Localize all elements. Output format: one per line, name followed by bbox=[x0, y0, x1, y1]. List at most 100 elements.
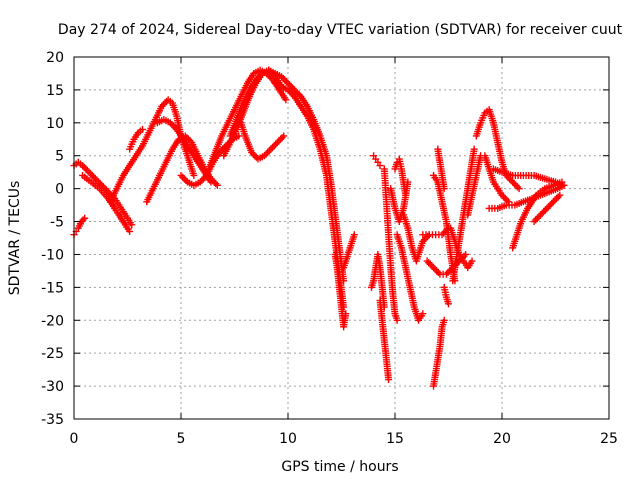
data-point-marker bbox=[540, 208, 548, 216]
data-point-marker bbox=[93, 176, 101, 184]
data-point-marker bbox=[290, 86, 298, 94]
data-point-marker bbox=[280, 132, 288, 140]
data-point-marker bbox=[548, 199, 556, 207]
data-point-marker bbox=[462, 250, 470, 258]
data-point-marker bbox=[282, 96, 290, 104]
data-point-marker bbox=[533, 214, 541, 222]
data-point-marker bbox=[270, 142, 278, 150]
x-tick-label: 25 bbox=[600, 431, 618, 447]
data-point-marker bbox=[376, 162, 384, 170]
data-point-marker bbox=[509, 178, 517, 186]
data-point-marker bbox=[278, 134, 286, 142]
data-points bbox=[70, 66, 568, 390]
x-tick-label: 5 bbox=[177, 431, 186, 447]
chart-title: Day 274 of 2024, Sidereal Day-to-day VTE… bbox=[58, 22, 623, 38]
data-point-marker bbox=[138, 125, 146, 133]
y-tick-label: -30 bbox=[41, 379, 64, 395]
data-point-marker bbox=[292, 88, 300, 96]
data-point-marker bbox=[277, 135, 285, 143]
data-point-marker bbox=[510, 180, 518, 188]
data-point-marker bbox=[272, 140, 280, 148]
data-point-marker bbox=[81, 214, 89, 222]
data-point-marker bbox=[419, 310, 427, 318]
data-point-marker bbox=[470, 145, 478, 153]
data-point-marker bbox=[553, 195, 561, 203]
data-point-marker bbox=[213, 181, 221, 189]
data-point-marker bbox=[505, 175, 513, 183]
data-point-marker bbox=[512, 181, 520, 189]
y-tick-label: 20 bbox=[46, 50, 64, 66]
data-point-marker bbox=[434, 269, 442, 277]
data-point-marker bbox=[543, 204, 551, 212]
data-point-marker bbox=[402, 191, 410, 199]
data-point-marker bbox=[190, 171, 198, 179]
data-point-marker bbox=[126, 227, 134, 235]
data-point-marker bbox=[530, 218, 538, 226]
data-point-marker bbox=[541, 206, 549, 214]
data-point-marker bbox=[80, 163, 88, 171]
data-point-marker bbox=[549, 198, 557, 206]
y-axis-label: SDTVAR / TECUs bbox=[7, 181, 23, 296]
data-point-marker bbox=[207, 178, 215, 186]
data-point-marker bbox=[545, 203, 553, 211]
data-point-marker bbox=[128, 221, 136, 229]
y-tick-label: 15 bbox=[46, 83, 64, 99]
data-point-marker bbox=[88, 171, 96, 179]
plot-frame bbox=[73, 56, 610, 420]
x-axis-label: GPS time / hours bbox=[281, 459, 398, 475]
data-point-marker bbox=[442, 270, 450, 278]
data-point-marker bbox=[268, 144, 276, 151]
x-tick-label: 10 bbox=[279, 431, 297, 447]
data-point-marker bbox=[95, 178, 103, 186]
data-point-marker bbox=[468, 257, 476, 265]
data-point-marker bbox=[532, 216, 540, 224]
data-point-marker bbox=[501, 195, 509, 203]
data-point-marker bbox=[538, 209, 546, 217]
y-tick-label: -20 bbox=[41, 313, 64, 329]
y-tick-label: -35 bbox=[41, 412, 64, 428]
data-point-marker bbox=[433, 267, 441, 275]
data-point-marker bbox=[287, 89, 295, 97]
data-point-marker bbox=[180, 175, 188, 183]
data-point-marker bbox=[556, 191, 564, 199]
data-point-marker bbox=[385, 376, 393, 384]
data-point-marker bbox=[342, 310, 350, 318]
data-point-marker bbox=[87, 170, 95, 178]
data-point-marker bbox=[212, 180, 220, 188]
data-point-marker bbox=[424, 232, 432, 240]
x-axis-ticks: 0 5 10 15 20 25 bbox=[70, 57, 618, 447]
data-point-marker bbox=[350, 231, 358, 239]
data-point-marker bbox=[551, 196, 559, 204]
y-tick-label: -25 bbox=[41, 346, 64, 362]
data-point-marker bbox=[282, 78, 290, 86]
data-point-marker bbox=[393, 316, 401, 324]
data-point-marker bbox=[537, 211, 545, 219]
data-point-marker bbox=[445, 300, 452, 308]
data-point-marker bbox=[514, 183, 522, 191]
x-tick-label: 0 bbox=[70, 431, 79, 447]
data-point-marker bbox=[440, 185, 448, 193]
data-point-marker bbox=[426, 260, 434, 268]
data-point-marker bbox=[177, 171, 185, 179]
data-point-marker bbox=[425, 259, 433, 267]
data-point-marker bbox=[170, 122, 178, 130]
grid-lines bbox=[74, 57, 609, 419]
data-point-marker bbox=[546, 201, 554, 209]
data-point-marker bbox=[85, 168, 93, 176]
data-point-marker bbox=[428, 262, 436, 270]
x-tick-label: 20 bbox=[493, 431, 511, 447]
data-point-marker bbox=[554, 193, 562, 201]
y-tick-label: -10 bbox=[41, 247, 64, 263]
data-point-marker bbox=[515, 185, 523, 193]
y-tick-label: -15 bbox=[41, 280, 64, 296]
data-point-marker bbox=[273, 139, 281, 147]
data-point-marker bbox=[440, 316, 448, 324]
y-axis-ticks: -35 -30 -25 -20 -15 -10 -5 0 5 10 15 20 bbox=[41, 50, 609, 428]
y-tick-label: 10 bbox=[46, 116, 64, 132]
data-point-marker bbox=[264, 148, 272, 156]
y-tick-label: -5 bbox=[50, 215, 64, 231]
data-point-marker bbox=[289, 84, 297, 92]
data-point-marker bbox=[83, 167, 91, 175]
data-point-marker bbox=[423, 257, 431, 265]
